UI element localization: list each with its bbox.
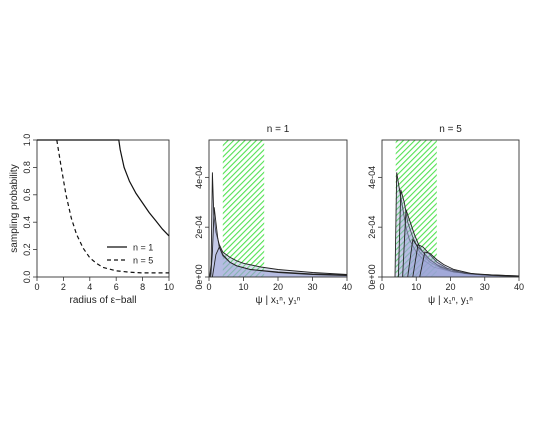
x-tick-label: 10 [238, 282, 248, 292]
plot-frame [208, 139, 348, 278]
density-area-6 [419, 252, 519, 277]
plot-frame [381, 139, 520, 278]
density-curve-2 [210, 207, 347, 277]
y-tick-label: 2e-04 [194, 216, 204, 239]
density-area-1 [209, 172, 347, 277]
panel-density-2: 0 10 20 30 40 0e+00 2e-04 4e-04 n = 5 ψ | x₁ⁿ, y₁… [367, 124, 524, 306]
density-curve-1 [209, 172, 347, 277]
y-tick-label: 4e-04 [194, 166, 204, 189]
y-tick-label: 4e-04 [367, 166, 377, 189]
y-tick-label: 0.4 [22, 216, 32, 229]
x-tick-label: 0 [206, 282, 211, 292]
x-tick-label: 10 [164, 282, 174, 292]
curves-group [209, 172, 347, 277]
panel-title: n = 1 [267, 124, 290, 135]
x-tick-label: 40 [514, 282, 524, 292]
legend-label: n = 5 [133, 256, 153, 266]
x-tick-label: 6 [114, 282, 119, 292]
series-line-1 [37, 139, 170, 237]
density-area-1 [395, 172, 519, 277]
density-area-2 [398, 189, 519, 277]
x-tick-label: 2 [61, 282, 66, 292]
x-tick-label: 30 [480, 282, 490, 292]
x-tick-label: 0 [379, 282, 384, 292]
curves-group [394, 172, 519, 277]
density-area-3 [212, 247, 347, 277]
legend-label: n = 1 [133, 243, 153, 253]
panel-sampling-probability: 0 2 4 6 8 10 0.0 0.2 0.4 0.6 0.8 1.0 radius of ε−bal… [9, 134, 174, 306]
panel-density-1: 0 10 20 30 40 0e+00 2e-04 4e-04 n = 1 ψ | x₁ⁿ, y₁… [194, 124, 352, 306]
density-area-2 [210, 207, 347, 277]
y-axis-label: sampling probability [9, 164, 20, 252]
y-tick-label: 0.8 [22, 161, 32, 174]
x-tick-label: 30 [307, 282, 317, 292]
highlight-band [222, 140, 265, 277]
y-tick-label: 0.0 [22, 271, 32, 284]
x-tick-label: 20 [273, 282, 283, 292]
density-area-5 [412, 244, 519, 277]
x-tick-label: 10 [411, 282, 421, 292]
density-area-4 [407, 239, 519, 277]
y-tick-label: 0e+00 [194, 264, 204, 289]
y-tick-label: 0.6 [22, 189, 32, 202]
density-curve-3 [211, 246, 347, 277]
x-tick-label: 8 [140, 282, 145, 292]
x-tick-label: 0 [34, 282, 39, 292]
panel-title: n = 5 [439, 124, 462, 135]
y-tick-label: 0.2 [22, 243, 32, 256]
x-tick-label: 40 [342, 282, 352, 292]
y-tick-label: 2e-04 [367, 216, 377, 239]
y-tick-label: 1.0 [22, 134, 32, 147]
series-line-2 [56, 139, 169, 274]
y-tick-label: 0e+00 [367, 264, 377, 289]
x-axis-label: ψ | x₁ⁿ, y₁ⁿ [428, 295, 473, 306]
x-axis-label: radius of ε−ball [70, 295, 137, 306]
density-curve-6 [419, 251, 519, 277]
x-tick-label: 4 [87, 282, 92, 292]
x-tick-label: 20 [445, 282, 455, 292]
x-axis-label: ψ | x₁ⁿ, y₁ⁿ [256, 295, 301, 306]
